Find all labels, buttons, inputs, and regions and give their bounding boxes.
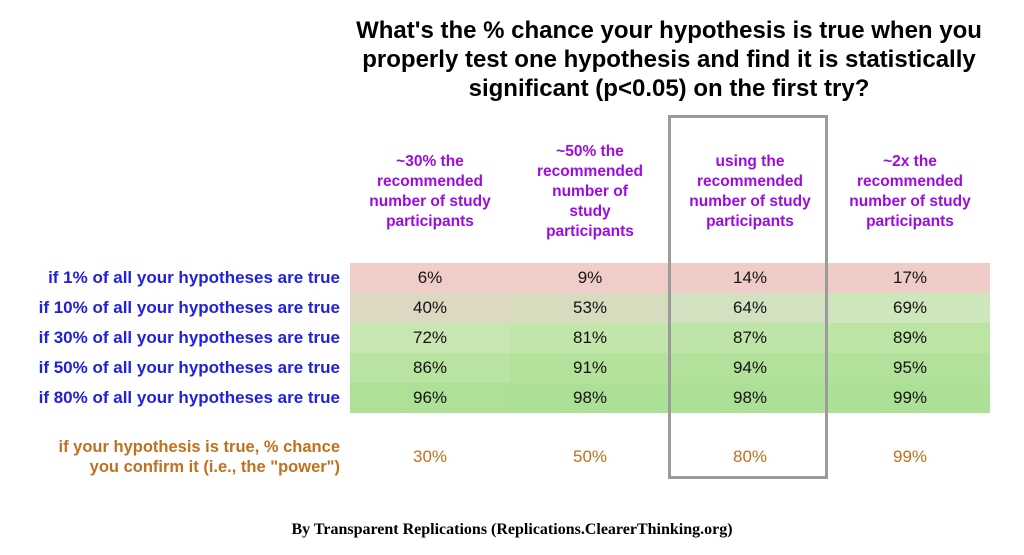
row-label: if 1% of all your hypotheses are true [48,268,340,287]
row-label: if 10% of all your hypotheses are true [38,298,340,317]
value-cell: 86% [350,353,510,383]
attribution-footer: By Transparent Replications (Replication… [291,521,733,538]
table-row: if 1% of all your hypotheses are true 6% 9… [0,263,990,293]
power-value: 80% [732,447,768,466]
value-cell: 99% [830,383,990,413]
table-row: if 50% of all your hypotheses are true 86… [0,353,990,383]
value-cell: 89% [830,323,990,353]
value-cell: 98% [510,383,670,413]
row-label: if 30% of all your hypotheses are true [38,328,340,347]
power-value: 30% [412,447,448,466]
value-cell: 72% [350,323,510,353]
value-cell: 96% [350,383,510,413]
row-label: if 80% of all your hypotheses are true [38,388,340,407]
value-cell: 91% [510,353,670,383]
power-row-label: if your hypothesis is true, % chance you… [58,438,341,476]
value-cell: 40% [350,293,510,323]
power-value: 50% [572,447,608,466]
value-cell: 6% [350,263,510,293]
value-cell: 87% [670,323,830,353]
column-header-recommended: using the recommended number of study pa… [689,153,811,230]
column-header-row: ~30% the recommended number of study par… [0,115,990,263]
row-label: if 50% of all your hypotheses are true [38,358,340,377]
value-cell: 17% [830,263,990,293]
value-cell: 14% [670,263,830,293]
power-row: if your hypothesis is true, % chance you… [0,431,990,483]
chart-title: What's the % chance your hypothesis is t… [356,17,982,102]
table-row: if 10% of all your hypotheses are true 40… [0,293,990,323]
hypothesis-table: ~30% the recommended number of study par… [0,115,990,483]
value-cell: 64% [670,293,830,323]
column-header-30pct: ~30% the recommended number of study par… [369,153,491,230]
power-value: 99% [892,447,928,466]
value-cell: 98% [670,383,830,413]
value-cell: 69% [830,293,990,323]
table-row: if 30% of all your hypotheses are true 72… [0,323,990,353]
value-cell: 94% [670,353,830,383]
value-cell: 53% [510,293,670,323]
table-rows: if 1% of all your hypotheses are true 6% 9… [0,263,990,413]
table-row: if 80% of all your hypotheses are true 96… [0,383,990,413]
value-cell: 95% [830,353,990,383]
column-header-2x: ~2x the recommended number of study part… [849,153,971,230]
value-cell: 9% [510,263,670,293]
column-header-50pct: ~50% the recommended number of study par… [537,143,643,240]
value-cell: 81% [510,323,670,353]
